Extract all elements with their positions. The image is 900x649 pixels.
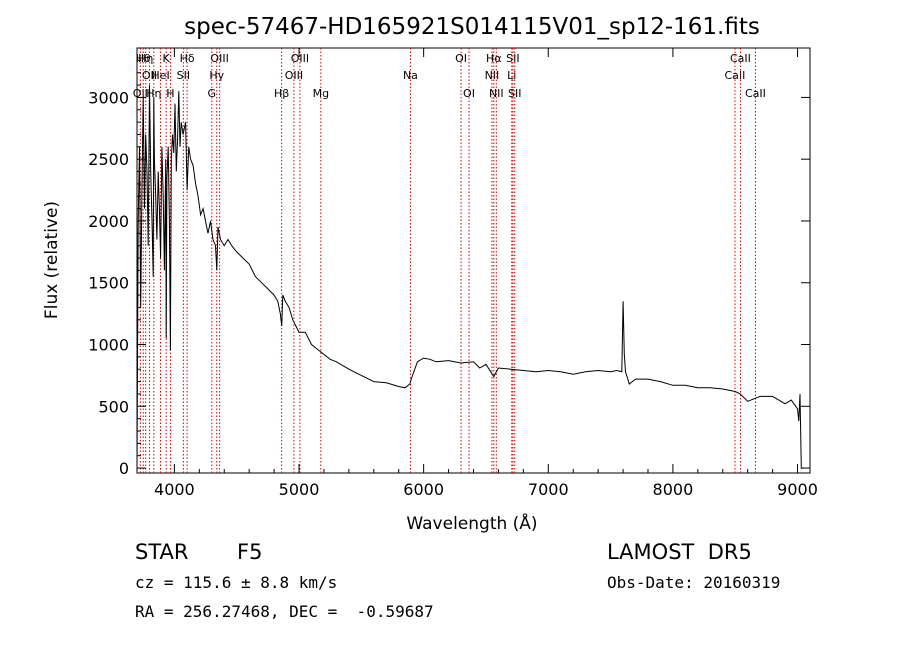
line-marker-label: Na — [403, 69, 418, 82]
line-marker-label: SII — [506, 52, 519, 65]
y-tick-label: 0 — [119, 459, 129, 478]
line-marker-label: SII — [177, 69, 190, 82]
x-tick-label: 9000 — [777, 480, 818, 499]
line-marker-label: H — [166, 87, 174, 100]
line-marker-label: CaII — [745, 87, 766, 100]
x-tick-label: 5000 — [279, 480, 320, 499]
y-tick-label: 500 — [98, 397, 129, 416]
survey-name: LAMOST DR5 — [607, 540, 752, 564]
line-marker-label: Mg — [313, 87, 329, 100]
y-tick-label: 2000 — [88, 212, 129, 231]
x-tick-label: 7000 — [528, 480, 569, 499]
line-marker-label: Hη — [138, 52, 153, 65]
line-marker-label: OIII — [285, 69, 303, 82]
x-tick-label: 8000 — [653, 480, 694, 499]
line-marker-label: Hδ — [180, 52, 195, 65]
line-marker-label: OII — [133, 87, 148, 100]
line-marker-label: Hθ — [136, 52, 151, 65]
line-marker-label: OI — [455, 52, 467, 65]
chart-title: spec-57467-HD165921S014115V01_sp12-161.f… — [184, 14, 760, 40]
line-marker-label: NII — [489, 87, 504, 100]
y-tick-label: 2500 — [88, 150, 129, 169]
object-class: STAR — [135, 540, 189, 564]
plot-frame — [136, 47, 811, 474]
spectral-subclass: F5 — [237, 540, 263, 564]
axes-group: 4000 5000 6000 7000 8000 9000 0 500 1000 1500 2000… — [88, 48, 818, 499]
line-marker-label: Hα — [486, 52, 502, 65]
y-tick-label: 3000 — [88, 88, 129, 107]
x-tick-label: 6000 — [403, 480, 444, 499]
line-marker-label: HeI — [151, 69, 169, 82]
redshift-value: cz = 115.6 ± 8.8 km/s — [135, 573, 338, 592]
line-marker-label: CaII — [725, 69, 746, 82]
y-axis-label: Flux (relative) — [42, 201, 62, 319]
x-axis-label: Wavelength (Å) — [406, 512, 537, 534]
line-marker-group: OIIHθHηOIIHηHeIKHSIIHδGHγOIIIHβOIIIOIIIM… — [133, 48, 766, 473]
line-marker-label: SII — [508, 87, 521, 100]
spectrum-line — [136, 85, 804, 469]
y-tick-label: 1000 — [88, 336, 129, 355]
line-marker-label: Hγ — [209, 69, 224, 82]
observation-date: Obs-Date: 20160319 — [607, 573, 781, 592]
x-tick-label: 4000 — [154, 480, 195, 499]
line-marker-label: OII — [142, 69, 157, 82]
line-marker-label: OI — [463, 87, 475, 100]
coordinates: RA = 256.27468, DEC = -0.59687 — [135, 602, 434, 621]
line-marker-label: CaII — [730, 52, 751, 65]
line-marker-label: Hβ — [274, 87, 289, 100]
y-tick-label: 1500 — [88, 274, 129, 293]
line-marker-label: G — [208, 87, 217, 100]
line-marker-label: K — [163, 52, 171, 65]
line-marker-label: OIII — [291, 52, 309, 65]
line-marker-label: OIII — [210, 52, 228, 65]
line-marker-label: NII — [485, 69, 500, 82]
line-marker-label: Li — [507, 69, 516, 82]
